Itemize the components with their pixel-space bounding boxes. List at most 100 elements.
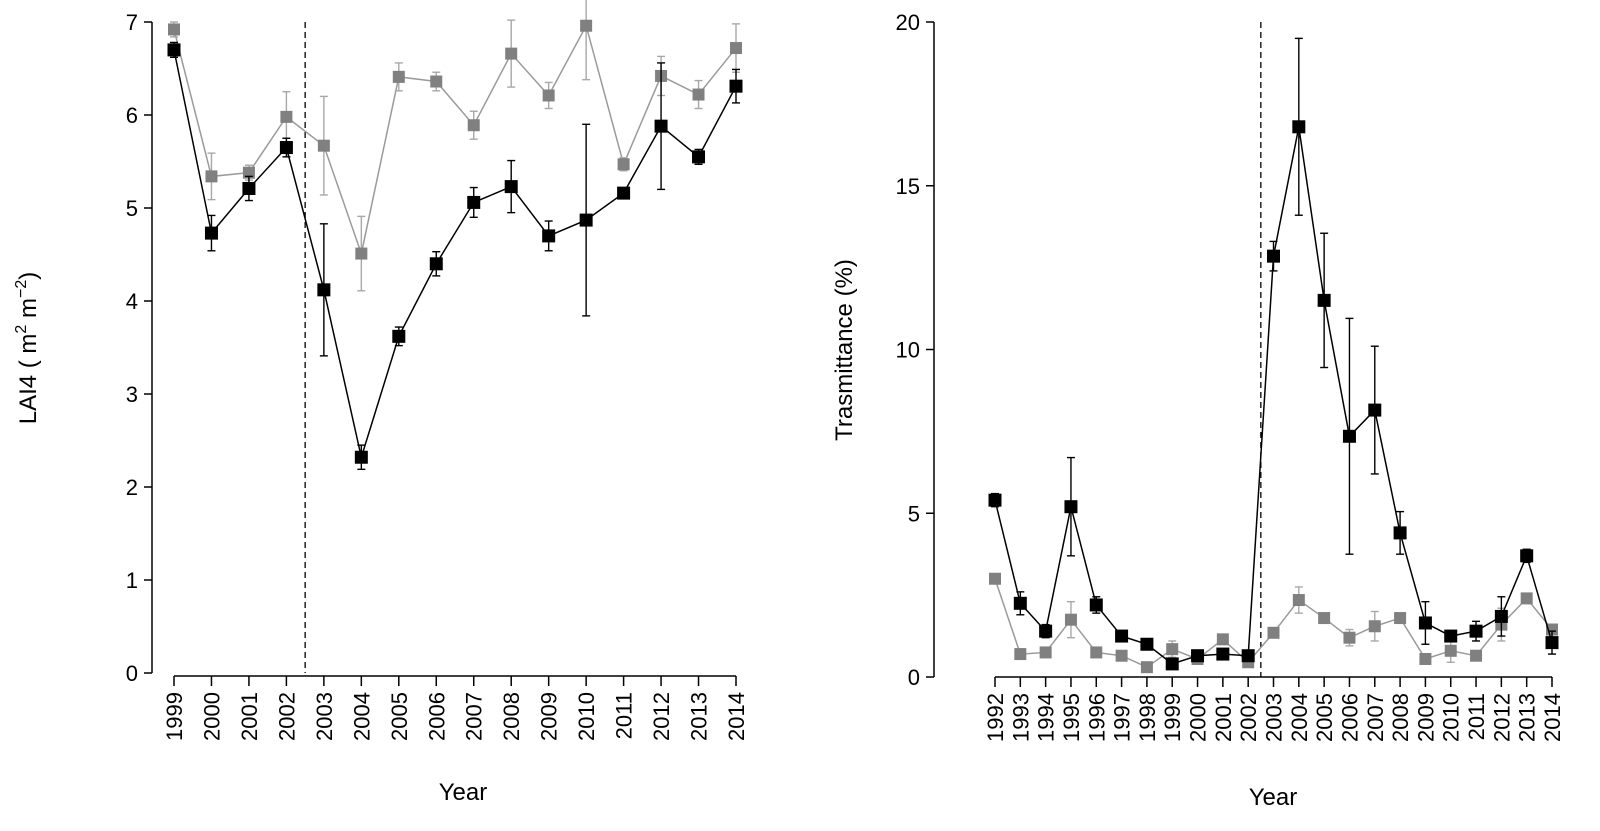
data-point-gray xyxy=(1343,631,1356,644)
data-point-black xyxy=(1494,609,1508,623)
lai-panel: 0 1 2 3 4 5 6 7 1999 2000 2001 2002 2003 2004 2005 200… xyxy=(13,0,749,806)
data-point-gray xyxy=(1064,613,1077,626)
x-tick-label: 2012 xyxy=(1489,693,1514,742)
series-black xyxy=(988,37,1559,671)
data-point-black xyxy=(1368,403,1382,417)
data-point-black xyxy=(729,79,743,93)
data-point-black xyxy=(1317,293,1331,307)
x-tick-label: 1992 xyxy=(983,693,1008,742)
data-point-black xyxy=(1241,649,1255,663)
left-x-axis-title: Year xyxy=(439,779,488,806)
y-tick-label: 0 xyxy=(126,661,138,686)
data-point-gray xyxy=(1520,592,1533,605)
data-point-gray xyxy=(730,42,742,55)
data-point-gray xyxy=(242,166,255,179)
x-tick-label: 1995 xyxy=(1059,693,1084,742)
data-point-black xyxy=(988,493,1002,507)
x-tick-label: 2013 xyxy=(687,692,712,741)
left-y-axis-title: LAI4 ( m2 m−2) xyxy=(13,272,42,425)
data-point-black xyxy=(617,186,631,200)
data-point-black xyxy=(1520,549,1534,563)
x-tick-label: 2009 xyxy=(1413,693,1438,742)
series-line-gray xyxy=(994,578,1553,669)
y-tick-label: 5 xyxy=(908,501,920,526)
x-tick-label: 2007 xyxy=(1363,693,1388,742)
x-tick-label: 2008 xyxy=(499,692,524,741)
data-point-black xyxy=(542,229,556,243)
data-point-black xyxy=(1444,629,1458,643)
x-tick-label: 2011 xyxy=(612,692,637,739)
data-point-black xyxy=(1064,500,1078,514)
data-point-black xyxy=(1393,526,1407,540)
data-point-black xyxy=(167,43,181,57)
x-tick-label: 1993 xyxy=(1008,693,1033,742)
x-tick-label: 2002 xyxy=(274,692,299,741)
data-point-gray xyxy=(1419,652,1432,665)
data-point-gray xyxy=(1292,594,1305,607)
y-tick-label: 3 xyxy=(126,382,138,407)
data-point-black xyxy=(1418,616,1432,630)
data-point-black xyxy=(1545,636,1559,650)
data-point-black xyxy=(1267,249,1280,263)
series-line-black xyxy=(994,126,1553,665)
data-point-gray xyxy=(355,247,368,260)
data-point-black xyxy=(279,141,293,155)
data-point-gray xyxy=(505,47,518,60)
data-point-gray xyxy=(1318,612,1331,625)
data-point-gray xyxy=(392,70,405,83)
data-point-gray xyxy=(467,119,480,132)
data-point-black xyxy=(354,450,368,464)
data-point-gray xyxy=(1014,648,1027,661)
x-tick-label: 1999 xyxy=(1160,693,1185,742)
data-point-black xyxy=(1115,629,1129,643)
data-point-gray xyxy=(1216,633,1229,646)
x-tick-label: 2001 xyxy=(1211,693,1236,742)
data-point-black xyxy=(692,150,706,164)
data-point-gray xyxy=(617,158,630,171)
x-tick-label: 2014 xyxy=(1540,693,1565,742)
data-point-black xyxy=(467,195,481,209)
data-point-gray xyxy=(168,23,180,36)
data-point-gray xyxy=(1090,646,1103,659)
y-tick-label: 4 xyxy=(126,289,138,314)
x-tick-label: 2013 xyxy=(1515,693,1540,742)
x-tick-label: 2005 xyxy=(1312,693,1337,742)
data-point-gray xyxy=(1115,649,1128,662)
y-tick-label: 0 xyxy=(908,665,920,690)
data-point-gray xyxy=(1470,649,1483,662)
x-tick-label: 2001 xyxy=(237,692,262,741)
data-point-black xyxy=(654,119,668,133)
x-tick-label: 2007 xyxy=(462,692,487,741)
x-tick-label: 2014 xyxy=(724,692,749,741)
data-point-black xyxy=(1165,657,1179,671)
y-tick-label: 7 xyxy=(126,10,138,35)
x-tick-label: 2012 xyxy=(649,692,674,741)
y-tick-label: 1 xyxy=(126,568,138,593)
data-point-black xyxy=(579,213,593,227)
data-point-black xyxy=(1342,429,1356,443)
x-tick-label: 2000 xyxy=(199,692,224,741)
data-point-gray xyxy=(1444,644,1457,657)
y-tick-label: 10 xyxy=(896,338,920,363)
x-tick-label: 1997 xyxy=(1110,693,1135,742)
data-point-gray xyxy=(692,88,705,101)
y-tick-label: 6 xyxy=(126,103,138,128)
data-point-gray xyxy=(430,75,443,88)
series-black xyxy=(167,41,743,471)
y-tick-label: 20 xyxy=(896,10,920,35)
data-point-black xyxy=(1089,598,1103,612)
right-x-axis-title: Year xyxy=(1249,784,1298,811)
data-point-gray xyxy=(580,19,593,32)
series-gray xyxy=(989,572,1558,674)
x-tick-label: 2009 xyxy=(537,692,562,741)
data-point-gray xyxy=(1039,646,1052,659)
x-tick-label: 2000 xyxy=(1186,693,1211,742)
x-tick-label: 2006 xyxy=(424,692,449,741)
data-point-black xyxy=(1191,649,1205,663)
data-point-black xyxy=(504,180,518,194)
data-point-black xyxy=(1469,624,1483,638)
data-point-gray xyxy=(317,139,330,152)
x-tick-label: 1996 xyxy=(1084,693,1109,742)
data-point-gray xyxy=(280,110,293,123)
